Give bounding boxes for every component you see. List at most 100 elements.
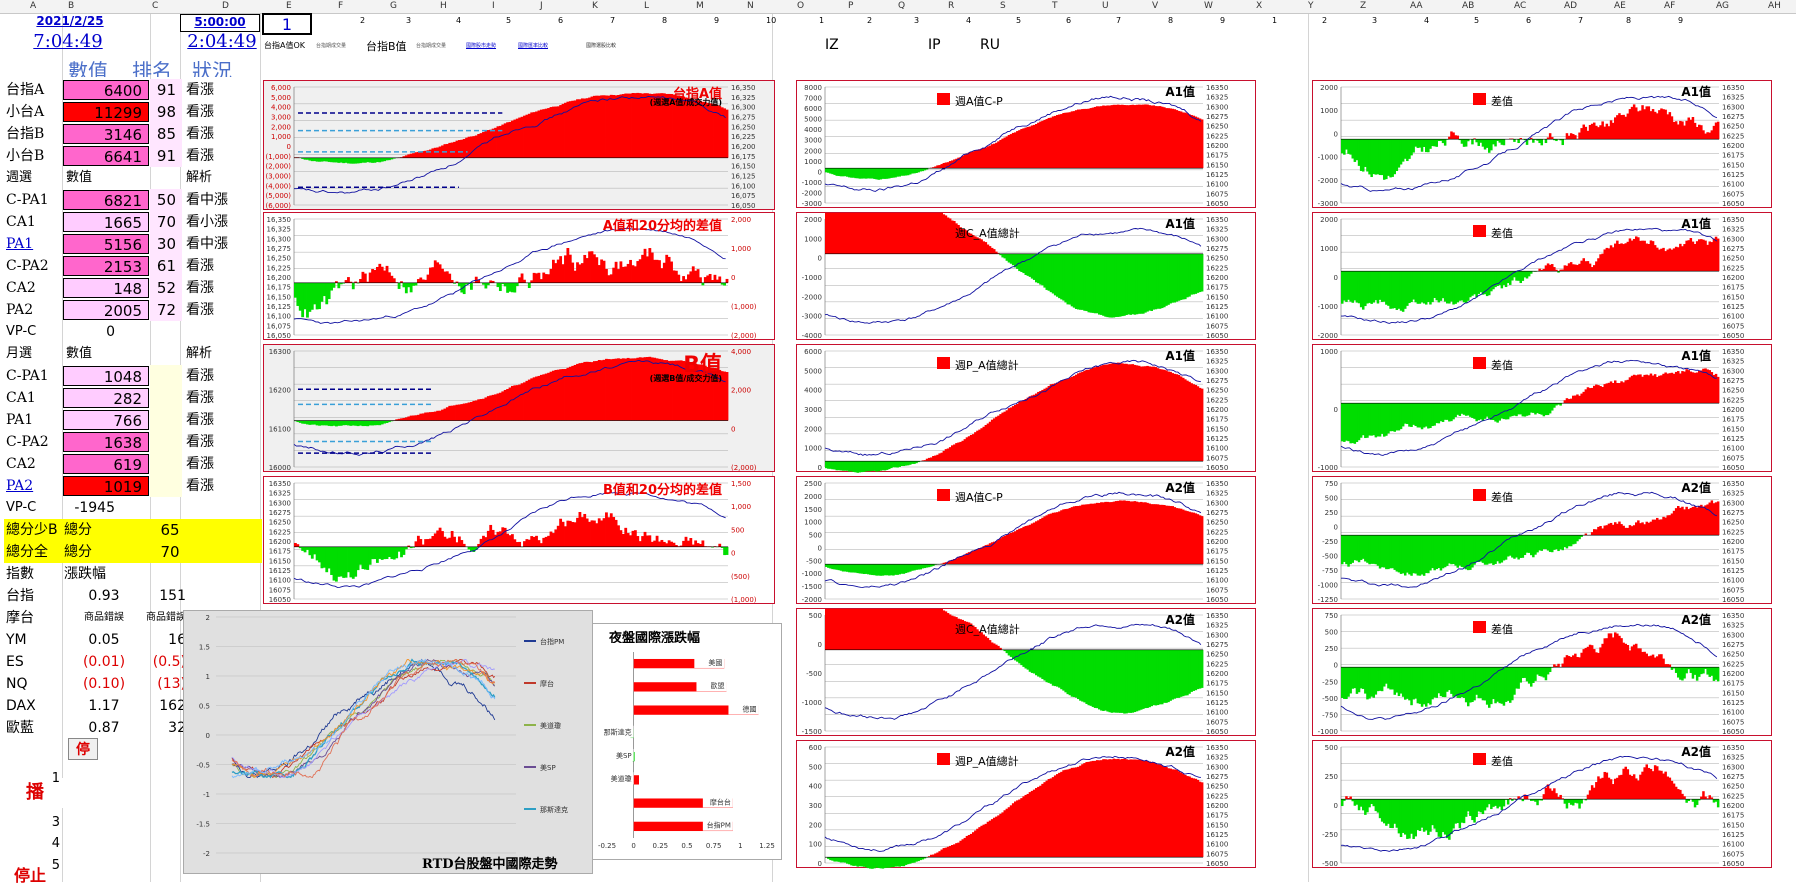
tab-1[interactable]: 台指期成交量 (316, 42, 364, 52)
column-letter[interactable]: AG (1716, 1, 1729, 11)
right-tick-label: 16225 (1206, 396, 1228, 404)
column-letter[interactable]: AF (1664, 1, 1675, 11)
tab-3[interactable]: 國際股市走勢 (466, 42, 514, 52)
row-status: 看漲 (182, 123, 258, 145)
column-letter[interactable]: V (1152, 1, 1158, 11)
row-label[interactable]: PA2 (6, 475, 64, 497)
row-value: 1048 (63, 366, 149, 386)
column-letter[interactable]: AD (1564, 1, 1577, 11)
tab-5[interactable]: 國際選股比較 (586, 42, 634, 52)
row-number: 3 (1372, 16, 1384, 28)
column-letter[interactable]: L (644, 1, 649, 11)
row-status: 看漲 (182, 431, 258, 453)
right-tick-label: 16050 (1206, 596, 1228, 604)
column-letter[interactable]: X (1256, 1, 1262, 11)
series-label: A2值 (1165, 611, 1195, 628)
y-tick-label: 3,000 (271, 114, 291, 122)
weekly-title: 週選 (6, 167, 64, 189)
column-letter[interactable]: P (848, 1, 853, 11)
column-letter[interactable]: O (797, 1, 804, 11)
column-letter[interactable]: H (440, 1, 447, 11)
right-tick-label: 16075 (1206, 454, 1228, 462)
index-box[interactable]: 1 (262, 13, 312, 35)
row-status: 看漲 (182, 277, 258, 299)
right-tick-label: 16050 (1722, 464, 1744, 472)
bar-x-tick: 1 (738, 842, 742, 850)
column-letter[interactable]: AC (1514, 1, 1526, 11)
date-cell[interactable]: 2021/2/25 (30, 14, 110, 32)
column-letter[interactable]: W (1204, 1, 1213, 11)
column-letter[interactable]: Q (898, 1, 905, 11)
column-letter[interactable]: F (338, 1, 343, 11)
column-letter[interactable]: I (492, 1, 495, 11)
series-label: A2值 (1165, 479, 1195, 496)
bar-x-tick: 0 (631, 842, 635, 850)
column-letter[interactable]: S (1000, 1, 1006, 11)
series-label: A1值 (1165, 83, 1195, 100)
value-heading: 數值 (68, 55, 118, 77)
index-pct: 0.87 (62, 717, 146, 739)
column-letter[interactable]: J (540, 1, 543, 11)
right-tick-label: 16225 (1206, 132, 1228, 140)
right-tick-label: 16350 (1206, 216, 1228, 224)
column-letter[interactable]: C (152, 1, 158, 11)
row-value: 1019 (63, 476, 149, 496)
y-tick-label: -1500 (802, 583, 822, 591)
column-letter[interactable]: K (592, 1, 598, 11)
tab-4[interactable]: 國際匯率比較 (518, 42, 566, 52)
right-tick-label: 16075 (1206, 586, 1228, 594)
right-tick-label: 16325 (1206, 490, 1228, 498)
right-tick-label: 16250 (1206, 783, 1228, 791)
column-letter[interactable]: Z (1360, 1, 1366, 11)
y-tick-label: -250 (1322, 831, 1338, 839)
column-letter[interactable]: B (68, 1, 74, 11)
column-letter[interactable]: T (1052, 1, 1058, 11)
series-label: A1值 (1681, 215, 1711, 232)
right-tick-label: 16225 (1206, 528, 1228, 536)
column-letter[interactable]: M (696, 1, 704, 11)
y-tick-label: 6,000 (271, 84, 291, 92)
legend-swatch (937, 753, 950, 765)
y-tick-label: 1,000 (271, 133, 291, 141)
column-letter[interactable]: U (1102, 1, 1109, 11)
y-tick-label: 2000 (804, 493, 822, 501)
right-tick-label: 16075 (1206, 190, 1228, 198)
column-letter[interactable]: AH (1768, 1, 1781, 11)
time-cell-1[interactable]: 7:04:49 (28, 31, 108, 53)
y-tick-label: 0 (1334, 130, 1338, 138)
right-tick-label: 16350 (1206, 84, 1228, 92)
column-letter[interactable]: AA (1410, 1, 1423, 11)
label-b-value: 台指B值 (366, 38, 416, 52)
y-tick-label: (4,000) (265, 182, 291, 190)
column-letter[interactable]: D (222, 1, 229, 11)
row-number: 1 (1272, 16, 1284, 28)
right-tick-label: 16225 (1722, 264, 1744, 272)
column-letter[interactable]: AE (1614, 1, 1626, 11)
right-tick-label: 16250 (1206, 519, 1228, 527)
y-tick-label: 16,225 (267, 264, 292, 272)
column-letter[interactable]: Y (1308, 1, 1314, 11)
column-letter[interactable]: AB (1462, 1, 1474, 11)
row-label[interactable]: PA1 (6, 233, 64, 255)
column-letter[interactable]: N (747, 1, 754, 11)
column-letter[interactable]: A (30, 1, 36, 11)
tab-2[interactable]: 台指期成交量 (416, 42, 464, 52)
column-letter[interactable]: R (948, 1, 954, 11)
ip-label: IP (928, 37, 958, 53)
column-letter[interactable]: G (390, 1, 397, 11)
rtd-chart-title: RTD台股盤中國際走勢 (422, 853, 592, 871)
right-tick-label: 16150 (1722, 161, 1744, 169)
rtd-y-tick: -0.5 (196, 762, 210, 770)
row-label: C-PA2 (6, 255, 64, 277)
y-tick-label: (6,000) (265, 202, 291, 210)
totals-label: 總分全 (6, 541, 62, 563)
right-tick-label: 16200 (1722, 142, 1744, 150)
time-box[interactable]: 5:00:00 (180, 14, 260, 32)
stop-button[interactable]: 停 (68, 738, 98, 760)
row-rank: 61 (150, 255, 182, 277)
y-tick-label: 1000 (1320, 348, 1338, 356)
time-cell-2[interactable]: 2:04:49 (182, 31, 262, 53)
column-letter[interactable]: E (286, 1, 292, 11)
